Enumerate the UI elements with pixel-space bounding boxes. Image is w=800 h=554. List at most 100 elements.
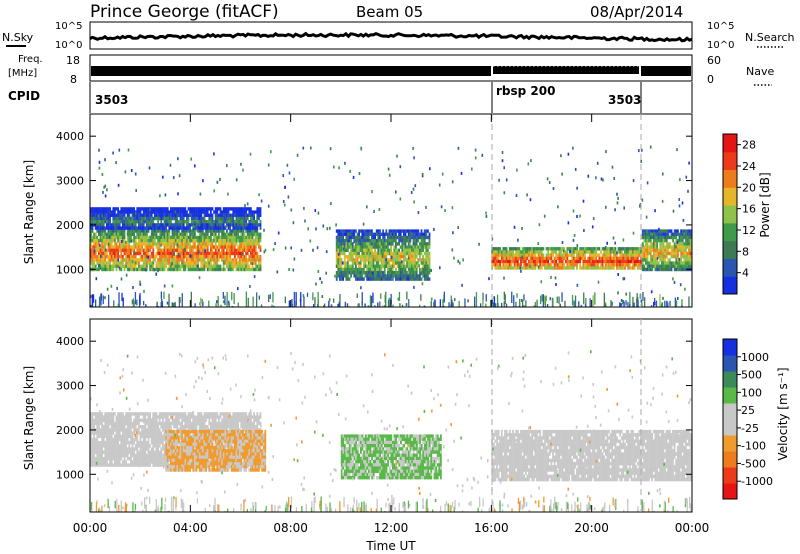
data-cell (125, 261, 127, 265)
data-cell (632, 296, 634, 307)
data-cell (222, 235, 225, 240)
data-cell (355, 258, 357, 262)
data-cell (388, 229, 391, 233)
data-cell (126, 229, 129, 233)
data-cell (216, 229, 219, 233)
data-cell (152, 258, 155, 262)
data-cell (203, 255, 206, 259)
data-cell (337, 248, 340, 252)
data-cell (363, 255, 365, 259)
data-cell (118, 266, 121, 270)
data-cell (544, 266, 546, 270)
data-cell (90, 226, 92, 230)
data-cell (107, 226, 110, 230)
data-cell (258, 216, 260, 221)
data-cell (556, 266, 559, 270)
data-cell (500, 266, 503, 270)
data-cell (106, 261, 108, 265)
data-cell (523, 263, 526, 267)
data-cell (232, 235, 235, 240)
data-cell (665, 261, 668, 265)
data-cell (342, 245, 344, 249)
data-cell (680, 239, 682, 243)
data-cell (177, 157, 179, 161)
data-cell (126, 428, 129, 432)
data-cell (141, 232, 143, 236)
data-cell (171, 229, 174, 233)
data-cell (622, 238, 625, 242)
data-cell (590, 247, 593, 251)
data-cell (409, 264, 412, 268)
data-cell (248, 242, 251, 246)
data-cell (189, 258, 191, 262)
data-cell (174, 235, 177, 240)
data-cell (189, 232, 191, 236)
data-cell (216, 264, 219, 268)
data-cell (181, 207, 183, 211)
data-cell (114, 245, 116, 249)
data-cell (125, 431, 127, 435)
data-cell (638, 266, 641, 270)
data-cell (99, 243, 101, 247)
data-cell (415, 251, 418, 256)
data-cell (345, 248, 348, 252)
data-cell (521, 247, 524, 251)
data-cell (686, 245, 689, 249)
data-cell (96, 441, 99, 445)
data-cell (428, 264, 431, 268)
data-cell (210, 251, 212, 256)
data-cell (162, 255, 164, 259)
data-cell (184, 229, 187, 233)
data-cell (179, 235, 182, 240)
data-cell (94, 220, 97, 224)
data-cell (348, 277, 351, 281)
data-cell (359, 261, 362, 265)
data-cell (203, 216, 206, 221)
data-cell (282, 200, 285, 203)
data-cell (572, 253, 575, 257)
data-cell (117, 428, 119, 432)
data-cell (670, 251, 673, 256)
data-cell (531, 250, 534, 254)
data-cell (475, 292, 478, 307)
data-cell (134, 216, 137, 221)
data-cell (245, 239, 247, 243)
data-cell (250, 220, 252, 224)
data-cell (534, 302, 536, 307)
data-cell (334, 274, 336, 278)
data-cell (251, 248, 254, 252)
data-cell (158, 210, 161, 214)
data-cell (93, 242, 95, 246)
data-cell (181, 239, 183, 243)
data-cell (118, 447, 121, 451)
data-cell (414, 274, 416, 278)
data-cell (622, 256, 625, 261)
data-cell (134, 229, 137, 233)
data-cell (518, 256, 521, 261)
data-cell (383, 274, 386, 278)
data-cell (158, 264, 161, 268)
data-cell (524, 259, 527, 264)
data-cell (409, 235, 412, 240)
data-cell (417, 211, 420, 215)
data-cell (315, 282, 317, 286)
data-cell (680, 235, 682, 240)
data-cell (374, 242, 376, 246)
data-cell (136, 207, 139, 211)
data-cell (414, 184, 417, 188)
data-cell (130, 210, 132, 214)
data-cell (250, 255, 252, 259)
data-cell (391, 258, 394, 262)
data-cell (592, 263, 594, 267)
data-cell (174, 210, 177, 214)
data-cell (491, 259, 494, 264)
data-cell (130, 169, 133, 172)
data-cell (654, 232, 657, 236)
data-cell (425, 274, 428, 278)
data-cell (234, 239, 236, 243)
data-cell (98, 148, 100, 152)
data-cell (168, 248, 171, 252)
data-cell (649, 261, 652, 265)
data-cell (186, 229, 188, 233)
data-cell (398, 229, 400, 233)
